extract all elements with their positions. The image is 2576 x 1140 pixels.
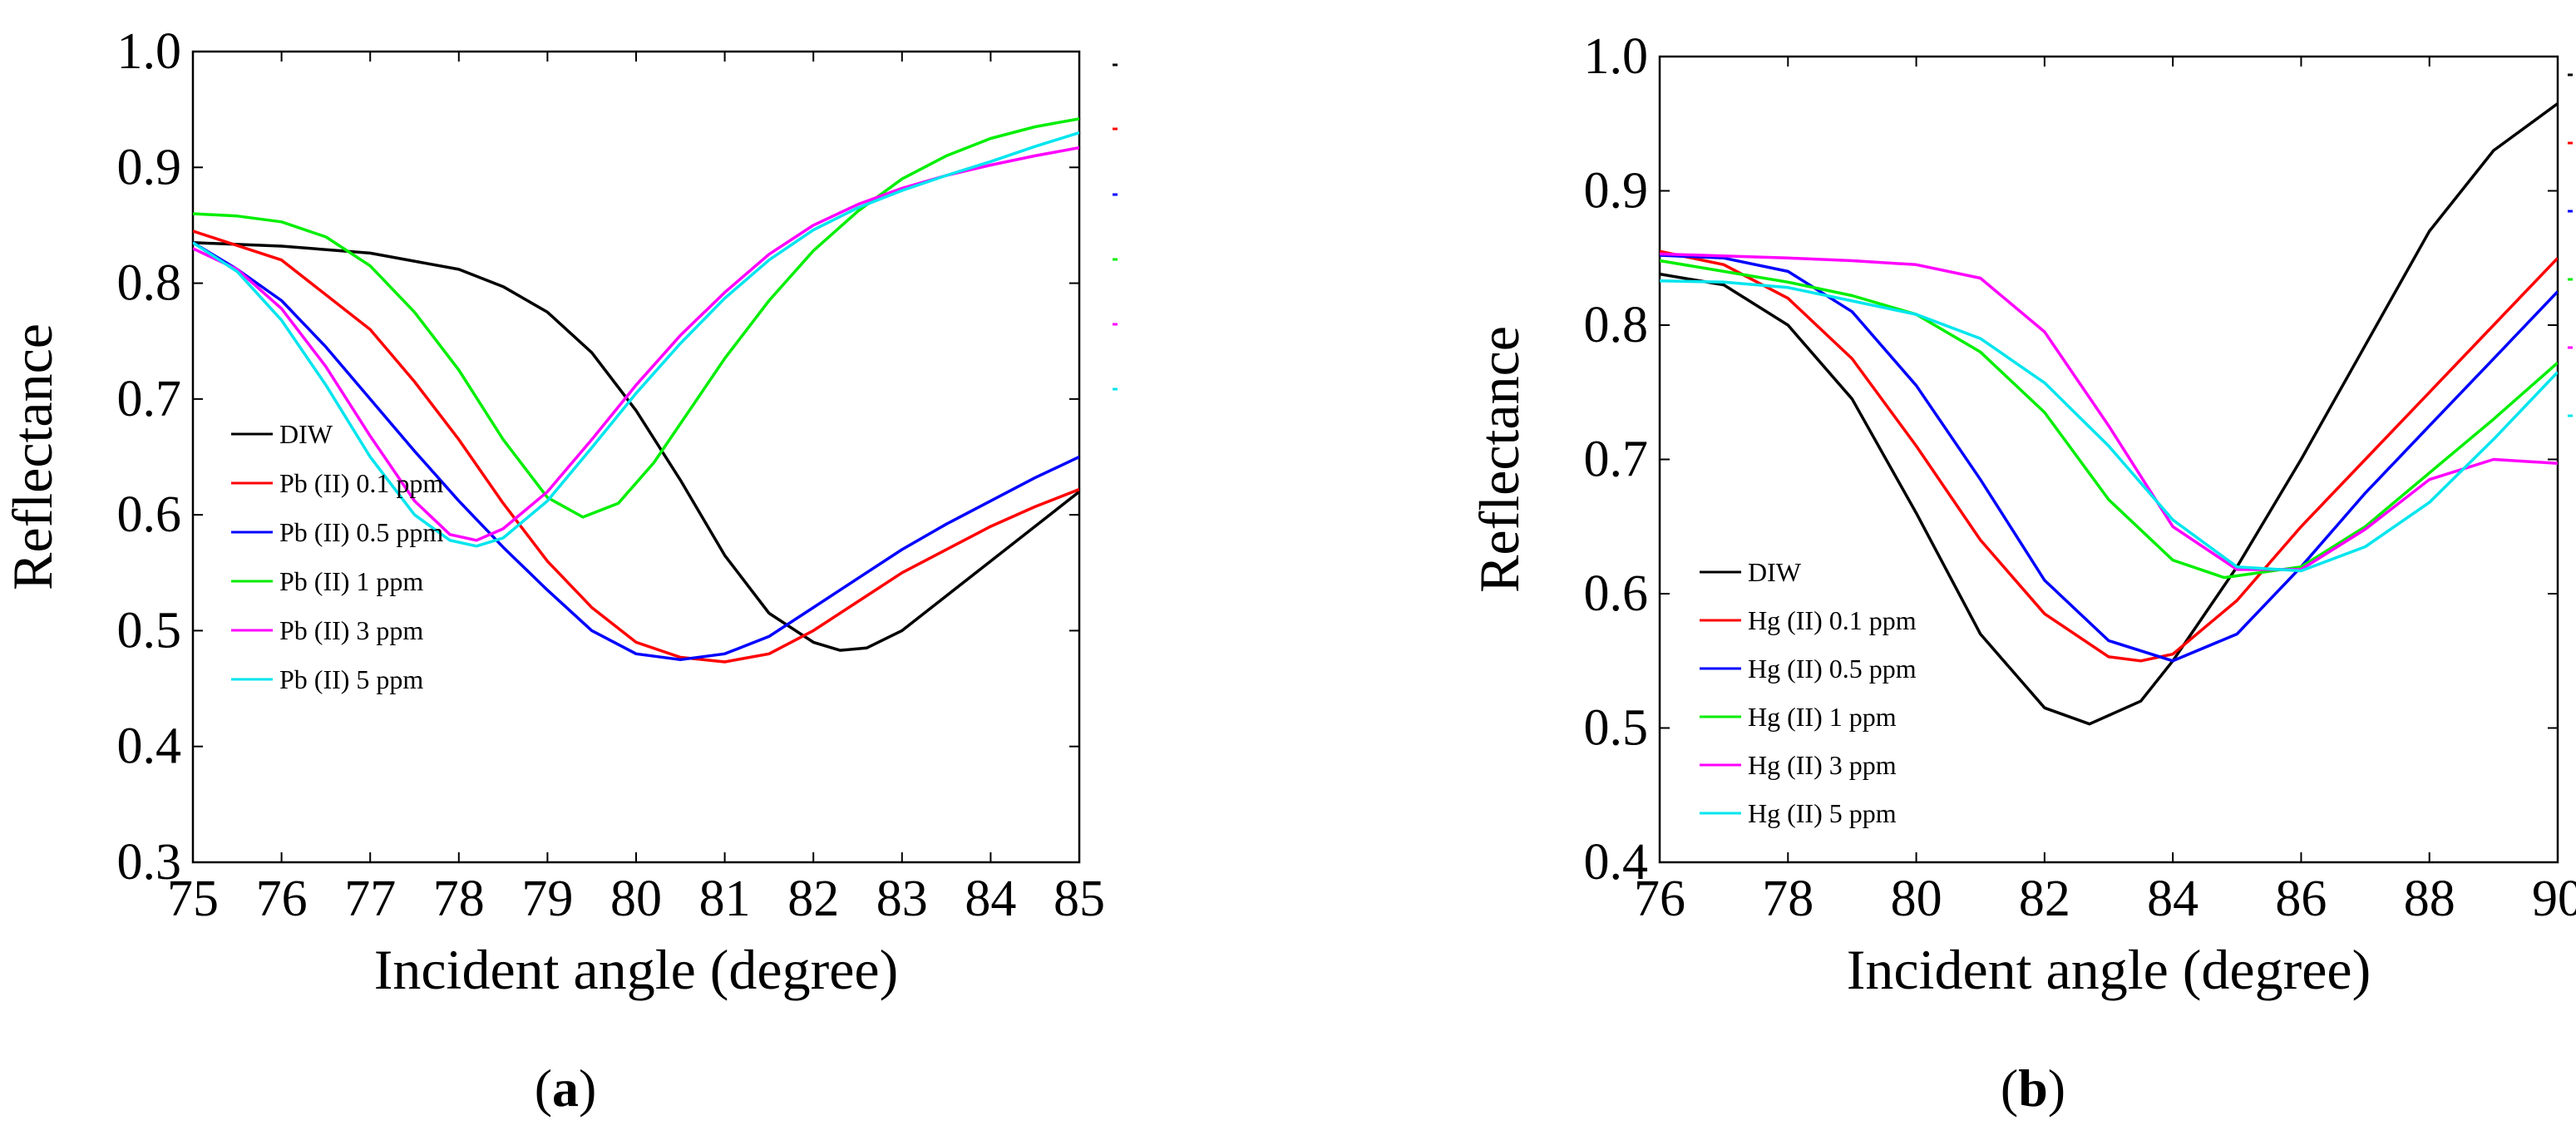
y-tick-label: 0.8 [117, 255, 182, 312]
legend-label-hg-ii-5-ppm: Hg (II) 5 ppm [1748, 798, 1897, 828]
x-tick-label: 78 [1762, 871, 1814, 927]
y-tick-label: 0.3 [117, 834, 182, 891]
x-tick-label: 80 [610, 871, 662, 927]
y-axis-title: Reflectance [1, 323, 64, 590]
x-tick-label: 79 [521, 871, 573, 927]
legend-label-pb-ii-0-1-ppm: Pb (II) 0.1 ppm [279, 468, 443, 498]
panel-caption: (b) [2001, 1059, 2065, 1118]
y-tick-label: 0.9 [117, 139, 182, 195]
series-line-hg-ii-1-ppm [1660, 259, 2558, 580]
y-tick-label: 0.4 [1584, 834, 1649, 891]
x-tick-label: 75 [167, 871, 219, 927]
series-line-hg-ii-0-5-ppm [1660, 254, 2558, 663]
legend-label-diw: DIW [1748, 557, 1802, 587]
y-tick-label: 0.8 [1584, 297, 1649, 353]
x-tick-label: 76 [1634, 871, 1685, 927]
legend-label-hg-ii-0-5-ppm: Hg (II) 0.5 ppm [1748, 654, 1917, 684]
x-axis-title: Incident angle (degree) [374, 938, 899, 1001]
y-axis-title: Reflectance [1468, 326, 1531, 593]
y-tick-label: 0.4 [117, 718, 182, 775]
series-line-diw [1660, 102, 2558, 726]
y-tick-label: 1.0 [1584, 28, 1649, 85]
series-line-pb-ii-0-1-ppm [193, 229, 1079, 664]
x-tick-label: 82 [787, 871, 839, 927]
x-tick-label: 77 [344, 871, 396, 927]
series-line-hg-ii-5-ppm [1660, 279, 2558, 573]
x-tick-label: 83 [876, 871, 928, 927]
x-tick-label: 90 [2532, 871, 2576, 927]
x-tick-label: 86 [2275, 871, 2327, 927]
series-line-pb-ii-5-ppm [193, 131, 1079, 548]
y-tick-label: 1.0 [117, 23, 182, 80]
x-tick-label: 88 [2404, 871, 2455, 927]
legend-label-pb-ii-3-ppm: Pb (II) 3 ppm [279, 615, 423, 645]
series-line-pb-ii-0-5-ppm [193, 241, 1079, 662]
x-tick-label: 78 [433, 871, 485, 927]
panel-caption: (a) [535, 1059, 597, 1118]
x-tick-label: 85 [1054, 871, 1105, 927]
legend-label-pb-ii-5-ppm: Pb (II) 5 ppm [279, 664, 423, 694]
legend-label-hg-ii-0-1-ppm: Hg (II) 0.1 ppm [1748, 605, 1917, 635]
x-tick-label: 82 [2019, 871, 2070, 927]
x-tick-label: 81 [699, 871, 751, 927]
panel-caption-part: b [2018, 1059, 2048, 1118]
panel-caption-part: a [552, 1059, 579, 1118]
y-tick-label: 0.6 [1584, 565, 1649, 622]
panel-a: 75 76 77 78 79 80 81 82 83 84 85 0.3 0.4 0.5 0.6 0.7 0.8… [1, 23, 1118, 1118]
panel-caption-part: ) [2048, 1059, 2065, 1118]
legend-label-pb-ii-1-ppm: Pb (II) 1 ppm [279, 566, 423, 596]
plot-frame [191, 50, 1081, 864]
y-tick-label: 0.5 [117, 602, 182, 659]
panel-b: 76 78 80 82 84 86 88 90 0.4 0.5 0.6 0.7 0.8 0.9 1.0 Inc… [1468, 28, 2576, 1118]
panel-caption-part: ( [2001, 1059, 2018, 1118]
legend-label-pb-ii-0-5-ppm: Pb (II) 0.5 ppm [279, 517, 443, 547]
y-tick-label: 0.7 [117, 371, 182, 427]
legend-label-hg-ii-1-ppm: Hg (II) 1 ppm [1748, 702, 1897, 732]
series-line-pb-ii-1-ppm [193, 117, 1079, 519]
panel-caption-part: ) [579, 1059, 596, 1118]
panel-caption-part: ( [535, 1059, 552, 1118]
series-line-hg-ii-3-ppm [1660, 252, 2558, 571]
y-tick-label: 0.9 [1584, 163, 1649, 220]
x-tick-label: 84 [2147, 871, 2198, 927]
plot-frame [1658, 55, 2559, 864]
x-axis-title: Incident angle (degree) [1847, 938, 2371, 1001]
legend-label-diw: DIW [279, 419, 333, 449]
x-tick-label: 80 [1891, 871, 1942, 927]
series-line-diw [193, 241, 1079, 652]
y-tick-label: 0.6 [117, 486, 182, 543]
legend-label-hg-ii-3-ppm: Hg (II) 3 ppm [1748, 750, 1897, 780]
series-line-hg-ii-0-1-ppm [1660, 249, 2558, 663]
y-tick-label: 0.5 [1584, 700, 1649, 757]
x-tick-label: 76 [256, 871, 308, 927]
x-tick-label: 84 [965, 871, 1016, 927]
y-tick-label: 0.7 [1584, 432, 1649, 488]
